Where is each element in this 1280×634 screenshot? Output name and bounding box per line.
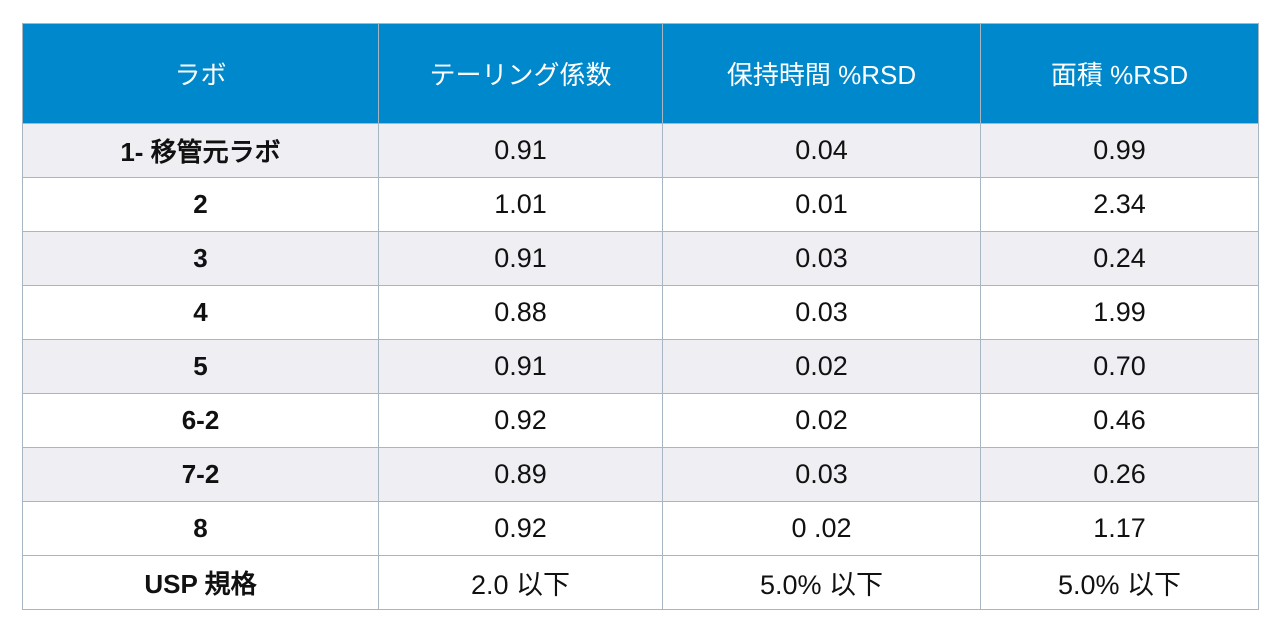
usp-spec-label: USP 規格 <box>22 555 379 610</box>
area-rsd-cell: 1.17 <box>980 501 1259 556</box>
area-rsd-cell: 0.99 <box>980 123 1259 178</box>
table-row: 4 0.88 0.03 1.99 <box>22 285 1259 340</box>
retention-rsd-cell: 0.04 <box>662 123 981 178</box>
table-row: 7-2 0.89 0.03 0.26 <box>22 447 1259 502</box>
retention-rsd-cell: 0.03 <box>662 231 981 286</box>
tailing-factor-cell: 0.88 <box>378 285 663 340</box>
tailing-factor-cell: 0.92 <box>378 501 663 556</box>
header-tailing-factor: テーリング係数 <box>378 23 663 124</box>
lab-cell: 4 <box>22 285 379 340</box>
lab-cell: 3 <box>22 231 379 286</box>
area-rsd-cell: 1.99 <box>980 285 1259 340</box>
lab-cell: 1- 移管元ラボ <box>22 123 379 178</box>
table-row: 2 1.01 0.01 2.34 <box>22 177 1259 232</box>
lab-cell: 2 <box>22 177 379 232</box>
tailing-factor-cell: 0.91 <box>378 339 663 394</box>
lab-cell: 6-2 <box>22 393 379 448</box>
tailing-factor-cell: 0.92 <box>378 393 663 448</box>
table-row: 6-2 0.92 0.02 0.46 <box>22 393 1259 448</box>
header-area-rsd: 面積 %RSD <box>980 23 1259 124</box>
lab-comparison-table: ラボ テーリング係数 保持時間 %RSD 面積 %RSD 1- 移管元ラボ 0.… <box>22 23 1259 610</box>
table-row: 1- 移管元ラボ 0.91 0.04 0.99 <box>22 123 1259 178</box>
usp-area-rsd-limit: 5.0% 以下 <box>980 555 1259 610</box>
header-retention-time-rsd: 保持時間 %RSD <box>662 23 981 124</box>
tailing-factor-cell: 0.89 <box>378 447 663 502</box>
retention-rsd-cell: 0.03 <box>662 447 981 502</box>
table-row: 5 0.91 0.02 0.70 <box>22 339 1259 394</box>
retention-rsd-cell: 0.02 <box>662 393 981 448</box>
area-rsd-cell: 0.70 <box>980 339 1259 394</box>
retention-rsd-cell: 0.01 <box>662 177 981 232</box>
usp-tailing-factor-limit: 2.0 以下 <box>378 555 663 610</box>
header-row: ラボ テーリング係数 保持時間 %RSD 面積 %RSD <box>22 23 1259 124</box>
table-row: 3 0.91 0.03 0.24 <box>22 231 1259 286</box>
lab-cell: 8 <box>22 501 379 556</box>
retention-rsd-cell: 0 .02 <box>662 501 981 556</box>
lab-cell: 5 <box>22 339 379 394</box>
area-rsd-cell: 0.26 <box>980 447 1259 502</box>
retention-rsd-cell: 0.03 <box>662 285 981 340</box>
usp-retention-rsd-limit: 5.0% 以下 <box>662 555 981 610</box>
lab-cell: 7-2 <box>22 447 379 502</box>
area-rsd-cell: 2.34 <box>980 177 1259 232</box>
tailing-factor-cell: 0.91 <box>378 123 663 178</box>
tailing-factor-cell: 0.91 <box>378 231 663 286</box>
table-row: 8 0.92 0 .02 1.17 <box>22 501 1259 556</box>
area-rsd-cell: 0.24 <box>980 231 1259 286</box>
area-rsd-cell: 0.46 <box>980 393 1259 448</box>
usp-spec-row: USP 規格 2.0 以下 5.0% 以下 5.0% 以下 <box>22 555 1259 610</box>
retention-rsd-cell: 0.02 <box>662 339 981 394</box>
tailing-factor-cell: 1.01 <box>378 177 663 232</box>
header-lab: ラボ <box>22 23 379 124</box>
